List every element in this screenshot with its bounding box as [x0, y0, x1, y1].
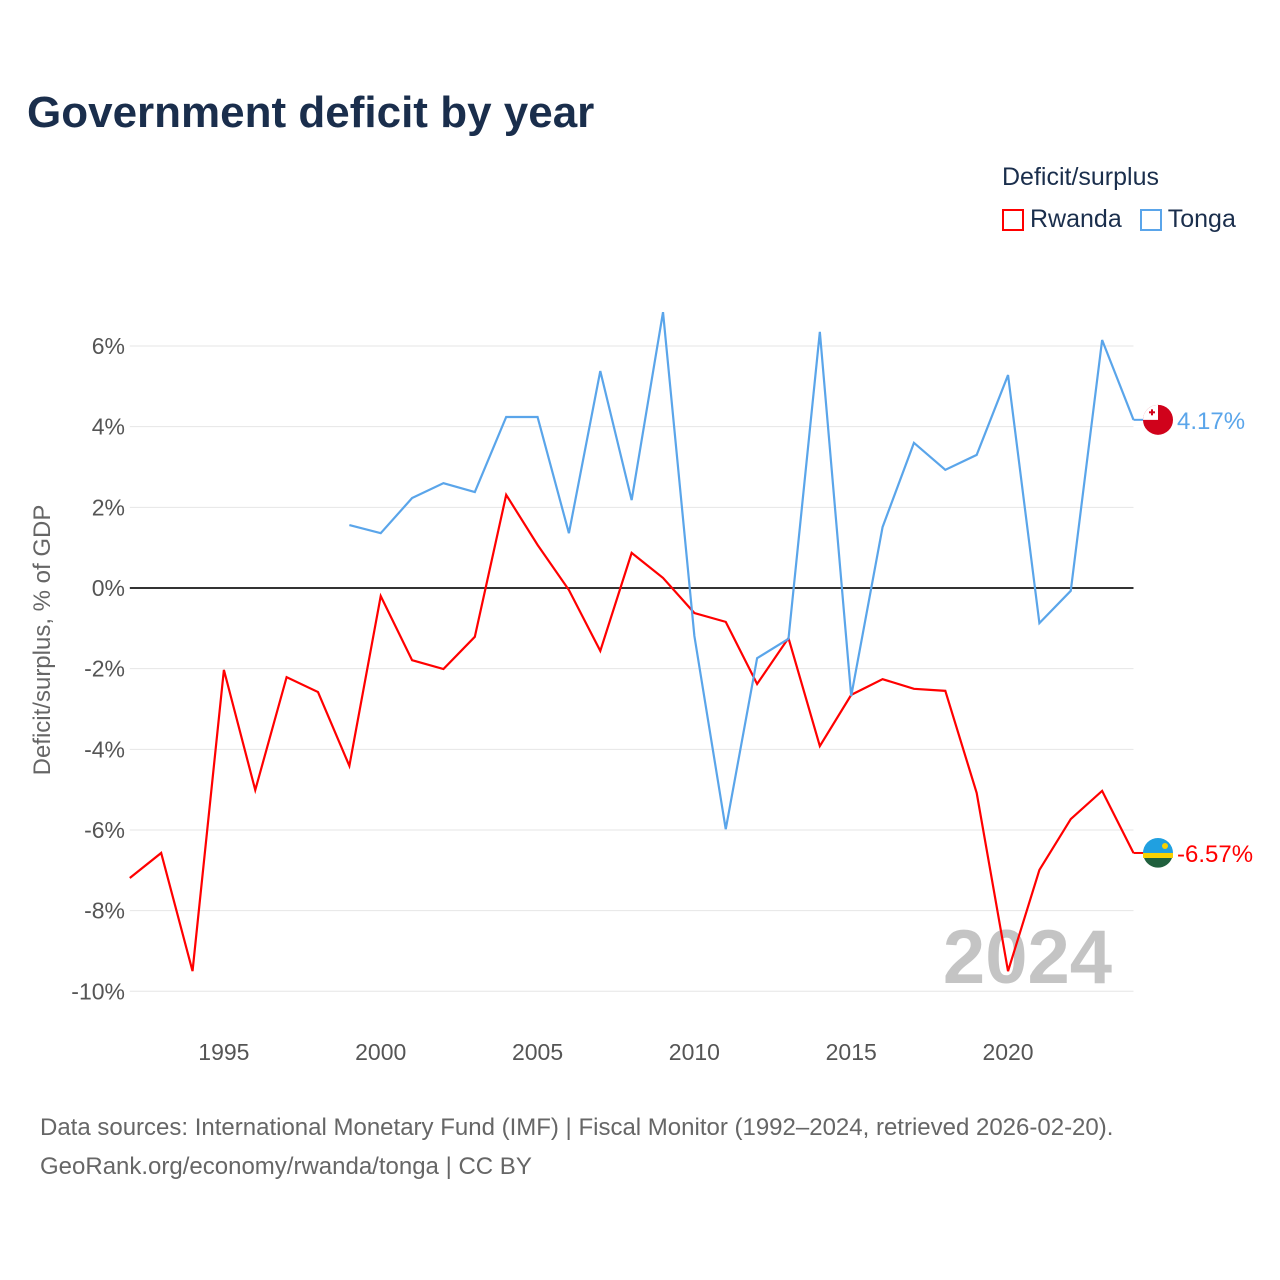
legend-label-tonga: Tonga [1167, 205, 1236, 233]
footer-sources: Data sources: International Monetary Fun… [40, 1114, 1114, 1141]
y-tick-label: -2% [84, 656, 125, 682]
legend-item-tonga[interactable]: Tonga [1139, 205, 1236, 234]
rwanda-flag-green [1144, 857, 1172, 868]
y-axis-label: Deficit/surplus, % of GDP [29, 505, 56, 776]
legend-label-rwanda: Rwanda [1030, 205, 1122, 233]
y-tick-label: 2% [92, 494, 125, 520]
x-tick-label: 1995 [198, 1039, 249, 1065]
y-tick-label: -8% [84, 898, 125, 924]
y-tick-label: -4% [84, 736, 125, 762]
series-line-tonga [349, 311, 1135, 830]
y-tick-label: -10% [71, 978, 125, 1004]
footer: Data sources: International Monetary Fun… [40, 1108, 1113, 1186]
legend-swatch-tonga [1139, 208, 1162, 231]
chart-title: Government deficit by year [27, 88, 595, 137]
y-tick-label: 6% [92, 333, 125, 359]
end-value-label-rwanda: -6.57% [1177, 841, 1253, 868]
x-tick-label: 2020 [982, 1039, 1033, 1065]
rwanda-flag-yellow [1143, 852, 1173, 858]
legend-item-rwanda[interactable]: Rwanda [1002, 205, 1122, 234]
x-tick-label: 2010 [669, 1039, 720, 1065]
rwanda-flag-icon [1143, 837, 1173, 853]
legend: Rwanda Tonga [1002, 205, 1236, 234]
rwanda-flag-sun [1162, 842, 1168, 849]
tonga-flag-cross [1151, 409, 1153, 416]
legend-title: Deficit/surplus [1002, 163, 1159, 191]
y-tick-label: 4% [92, 414, 125, 440]
year-watermark: 2024 [943, 915, 1112, 1000]
series-line-rwanda [129, 491, 1135, 972]
footer-link[interactable]: GeoRank.org/economy/rwanda/tonga | CC BY [40, 1153, 532, 1180]
end-value-label-tonga: 4.17% [1177, 408, 1245, 435]
y-tick-label: -6% [84, 817, 125, 843]
y-tick-label: 0% [92, 575, 125, 601]
x-tick-label: 2000 [355, 1039, 406, 1065]
legend-swatch-rwanda [1002, 208, 1024, 231]
x-tick-label: 2015 [826, 1039, 877, 1065]
x-tick-label: 2005 [512, 1039, 563, 1065]
